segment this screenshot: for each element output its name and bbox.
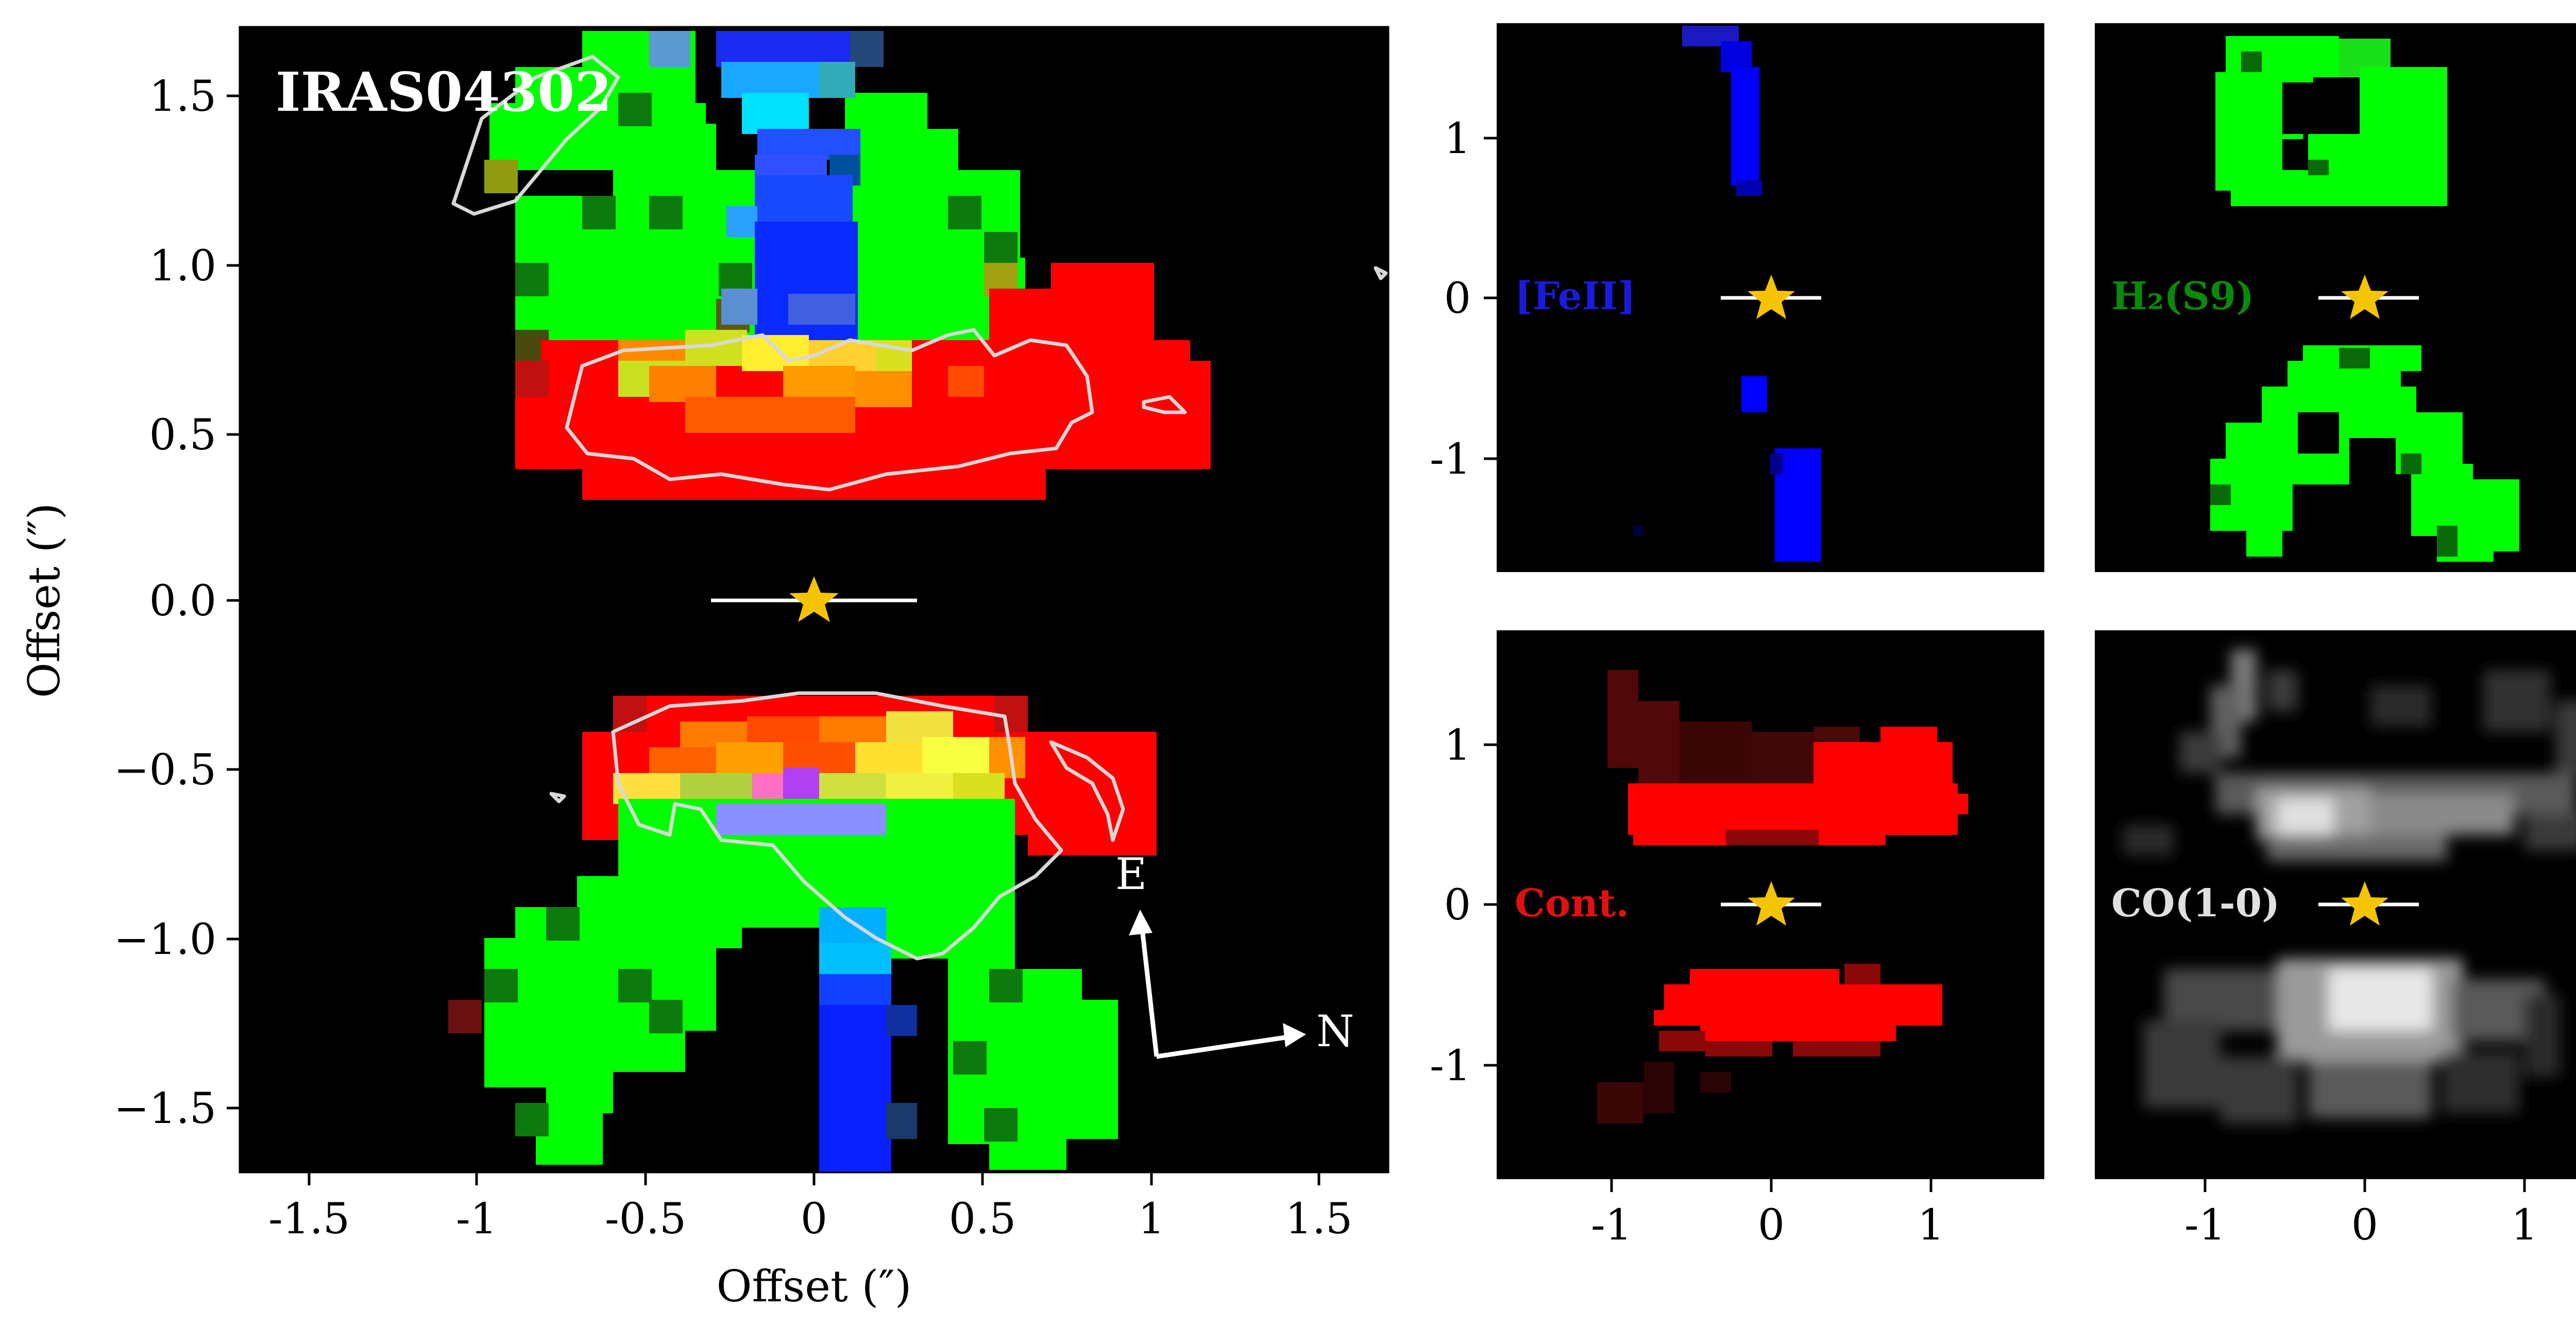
co-x-ticklabels: -1 0 1 xyxy=(2184,1201,2538,1250)
cont-x-tick: 0 xyxy=(1758,1201,1785,1250)
feii-y-tick: 1 xyxy=(1444,114,1471,163)
main-y-ticklabels: 1.5 1.0 0.5 0.0 −0.5 −1.0 −1.5 xyxy=(114,72,216,1133)
feii-y-tickmarks xyxy=(1484,137,1497,460)
main-y-tick: −1.5 xyxy=(114,1084,216,1133)
feii-y-tick: -1 xyxy=(1430,435,1471,484)
feii-y-tick: 0 xyxy=(1444,274,1471,323)
cont-y-tick: 1 xyxy=(1444,721,1471,770)
main-y-tick: 0.5 xyxy=(149,411,216,460)
h2-star-icon xyxy=(2341,275,2388,319)
main-y-tick: 0.0 xyxy=(149,577,216,626)
cont-y-ticklabels: 1 0 -1 xyxy=(1430,721,1471,1091)
co-panel: CO(1-0) -1 0 1 xyxy=(2095,630,2576,1250)
h2-panel-image: H₂(S9) xyxy=(2111,36,2519,562)
co-star-icon xyxy=(2341,881,2388,926)
cont-panel-image: Cont. xyxy=(1515,670,1968,1124)
main-y-axis-label: Offset (″) xyxy=(19,503,70,698)
lower-feii-jet xyxy=(819,907,917,1172)
main-y-tickmarks xyxy=(227,94,240,1110)
co-x-tick: 1 xyxy=(2511,1201,2538,1250)
main-x-axis-label: Offset (″) xyxy=(717,1261,912,1312)
upper-h2-darker-cells xyxy=(515,93,1018,296)
cont-panel: Cont. 1 0 -1 -1 0 1 xyxy=(1430,630,2044,1250)
feii-panel: [FeII] 1 0 -1 xyxy=(1430,23,2044,572)
co-x-tick: 0 xyxy=(2351,1201,2378,1250)
cont-y-tick: 0 xyxy=(1444,881,1471,930)
compass-north-label: N xyxy=(1316,1006,1354,1057)
main-x-tick: 0.5 xyxy=(949,1195,1016,1244)
main-panel-image: E N IRAS04302 xyxy=(276,31,1388,1172)
cont-x-ticklabels: -1 0 1 xyxy=(1591,1201,1944,1250)
cont-panel-label: Cont. xyxy=(1515,881,1629,926)
feii-panel-image: [FeII] xyxy=(1515,26,1821,562)
compass-east-label: E xyxy=(1115,849,1147,899)
main-x-tick: 0 xyxy=(801,1195,827,1244)
object-name-label: IRAS04302 xyxy=(276,60,612,124)
main-y-tick: 1.0 xyxy=(149,242,216,291)
feii-y-ticklabels: 1 0 -1 xyxy=(1430,114,1471,484)
main-star-icon xyxy=(789,576,839,622)
co-contours xyxy=(451,55,1388,961)
main-x-tick: -0.5 xyxy=(605,1195,686,1244)
main-x-tick: -1.5 xyxy=(268,1195,350,1244)
cont-y-tickmarks xyxy=(1484,743,1497,1067)
main-x-tickmarks xyxy=(308,1172,1320,1185)
cont-y-tick: -1 xyxy=(1430,1042,1471,1091)
main-x-tick: -1 xyxy=(456,1195,497,1244)
main-x-tick: 1.5 xyxy=(1285,1195,1352,1244)
cont-x-tick: 1 xyxy=(1918,1201,1944,1250)
co-panel-label: CO(1-0) xyxy=(2111,881,2280,926)
upper-feii-jet xyxy=(649,31,884,340)
h2-panel-label: H₂(S9) xyxy=(2111,274,2254,319)
lower-h2-darker-cells xyxy=(448,907,1023,1142)
main-y-tick: 1.5 xyxy=(149,72,216,121)
co-x-tick: -1 xyxy=(2184,1201,2226,1250)
compass xyxy=(1129,910,1306,1059)
main-y-tick: −0.5 xyxy=(114,746,216,795)
cont-star-icon xyxy=(1748,881,1795,926)
feii-panel-label: [FeII] xyxy=(1515,274,1636,319)
cont-x-tick: -1 xyxy=(1591,1201,1632,1250)
main-y-tick: −1.0 xyxy=(114,915,216,964)
main-x-ticklabels: -1.5 -1 -0.5 0 0.5 1 1.5 xyxy=(268,1195,1352,1244)
feii-star-icon xyxy=(1748,275,1795,319)
main-x-tick: 1 xyxy=(1138,1195,1165,1244)
main-panel: E N IRAS04302 -1.5 -1 -0.5 0 0.5 1 1.5 xyxy=(19,26,1389,1312)
co-panel-image: CO(1-0) xyxy=(2111,649,2576,1124)
co-x-tickmarks xyxy=(2204,1179,2526,1192)
cont-x-tickmarks xyxy=(1610,1179,1933,1192)
h2-panel: H₂(S9) xyxy=(2095,23,2576,572)
